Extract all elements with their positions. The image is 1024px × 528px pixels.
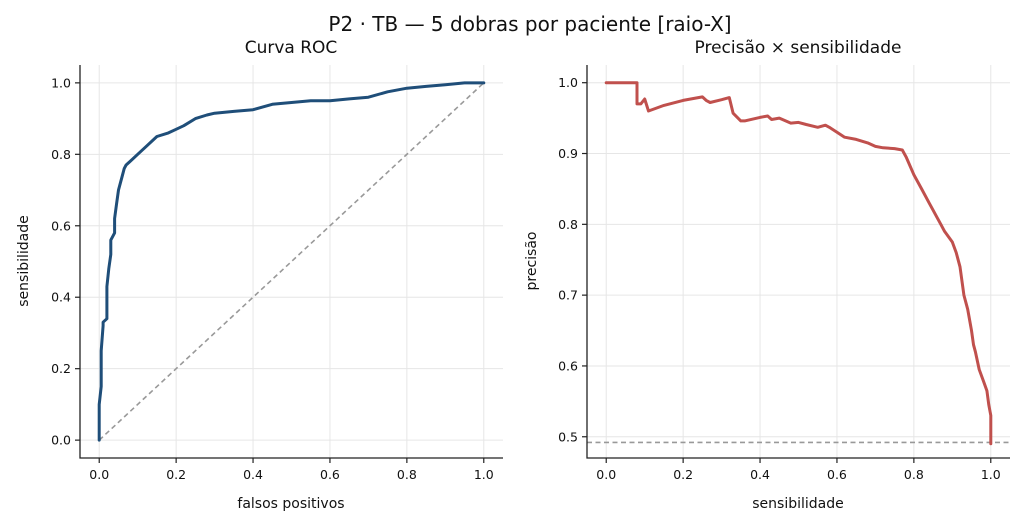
roc-xtick-label: 0.2 — [166, 467, 186, 482]
roc-axes — [79, 65, 503, 459]
roc-panel: Curva ROC falsos positivos sensibilidade… — [16, 38, 503, 512]
pr-xtick-label: 0.6 — [827, 467, 847, 482]
roc-xlabel: falsos positivos — [237, 496, 344, 512]
roc-xtick-label: 0.6 — [320, 467, 340, 482]
roc-ytick-label: 0.8 — [51, 147, 71, 162]
roc-ytick-label: 0.6 — [51, 218, 71, 233]
roc-title: Curva ROC — [245, 38, 338, 58]
roc-reference-line — [98, 82, 485, 441]
pr-axes — [586, 65, 1010, 459]
pr-xtick-label: 1.0 — [981, 467, 1001, 482]
roc-xtick-label: 1.0 — [474, 467, 494, 482]
roc-xtick-label: 0.8 — [397, 467, 417, 482]
roc-ytick-label: 0.4 — [51, 290, 71, 305]
pr-xlabel: sensibilidade — [752, 496, 844, 512]
pr-ytick-label: 0.6 — [558, 358, 578, 373]
figure-title: P2 · TB — 5 dobras por paciente [raio-X] — [328, 12, 731, 36]
roc-ylabel: sensibilidade — [16, 215, 32, 307]
pr-ylabel: precisão — [524, 232, 540, 291]
roc-xtick-label: 0.4 — [243, 467, 263, 482]
roc-curve — [97, 81, 486, 442]
pr-curve — [604, 81, 993, 446]
pr-ytick-label: 0.5 — [558, 429, 578, 444]
roc-xtick-label: 0.0 — [89, 467, 109, 482]
pr-ytick-label: 1.0 — [558, 75, 578, 90]
roc-ytick-label: 0.0 — [51, 433, 71, 448]
pr-xtick-label: 0.2 — [673, 467, 693, 482]
pr-panel: Precisão × sensibilidade sensibilidade p… — [524, 38, 1010, 512]
pr-ytick-label: 0.9 — [558, 146, 578, 161]
roc-ytick-label: 0.2 — [51, 361, 71, 376]
pr-xtick-label: 0.8 — [904, 467, 924, 482]
roc-ytick-label: 1.0 — [51, 75, 71, 90]
pr-xtick-label: 0.4 — [750, 467, 770, 482]
pr-ytick-label: 0.8 — [558, 217, 578, 232]
pr-title: Precisão × sensibilidade — [695, 38, 902, 58]
pr-ytick-label: 0.7 — [558, 288, 578, 303]
pr-xtick-label: 0.0 — [596, 467, 616, 482]
